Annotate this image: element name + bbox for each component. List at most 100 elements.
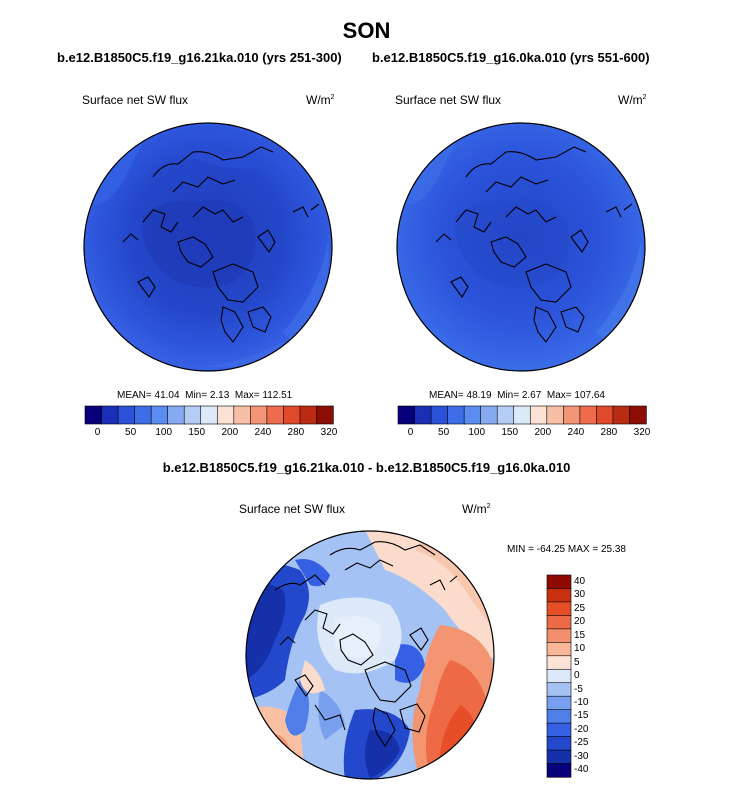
panel-diff-colorbar-box bbox=[546, 628, 572, 643]
panel-0ka-colorbar-box bbox=[414, 405, 432, 425]
panel-21ka-stats: MEAN= 41.04 Min= 2.13 Max= 112.51 bbox=[117, 390, 293, 401]
panel-diff-boundary bbox=[245, 530, 495, 780]
panel-0ka-colorbar-box bbox=[612, 405, 631, 425]
panel-21ka-colorbar-box bbox=[183, 405, 202, 425]
panel-diff-colorbar-box bbox=[546, 682, 572, 697]
panel-21ka-colorbar-tick: 50 bbox=[125, 427, 137, 438]
panel-0ka-map bbox=[396, 122, 646, 372]
panel-21ka-min: 2.13 bbox=[209, 390, 230, 401]
panel-21ka-colorbar-box bbox=[150, 405, 169, 425]
panel-0ka-colorbar-ticks: 0 50 100 150 200 240 280 320 bbox=[398, 427, 651, 441]
panel-0ka-colorbar-box bbox=[447, 405, 465, 425]
panel-0ka-colorbar-box bbox=[496, 405, 515, 425]
panel-0ka-colorbar-tick: 150 bbox=[501, 427, 519, 438]
panel-diff-colorbar-box bbox=[546, 655, 572, 670]
panel-21ka-colorbar-tick: 280 bbox=[287, 427, 305, 438]
panel-0ka-colorbar-box bbox=[596, 405, 614, 425]
panel-0ka-coastlines bbox=[435, 146, 633, 343]
panel-21ka-units: W/m2 bbox=[306, 93, 335, 107]
panel-21ka-colorbar-box bbox=[299, 405, 318, 425]
panel-diff-colorbar-box bbox=[546, 749, 572, 765]
panel-21ka-boundary bbox=[83, 122, 333, 372]
panel-diff-colorbar-box bbox=[546, 736, 572, 751]
panel-diff-colorbar-box bbox=[546, 642, 572, 657]
panel-diff-max: 25.38 bbox=[600, 544, 626, 555]
panel-diff-colorbar-tick: 5 bbox=[574, 656, 580, 668]
panel-diff-colorbar-tick: 20 bbox=[574, 616, 586, 628]
panel-0ka-stats: MEAN= 48.19 Min= 2.67 Max= 107.64 bbox=[429, 390, 605, 401]
panel-21ka-colorbar-tick: 200 bbox=[221, 427, 239, 438]
panel-21ka-colorbar-box bbox=[316, 405, 334, 425]
panel-diff-colorbar-tick: 10 bbox=[574, 643, 586, 655]
panel-21ka-colorbar bbox=[84, 405, 334, 425]
panel-21ka-colorbar-ticks: 0 50 100 150 200 240 280 320 bbox=[85, 427, 338, 441]
panel-21ka-colorbar-tick: 0 bbox=[94, 427, 101, 438]
panel-21ka-variable: Surface net SW flux bbox=[82, 93, 189, 107]
panel-diff-colorbar-tick: -10 bbox=[574, 696, 589, 708]
panel-0ka-colorbar-tick: 280 bbox=[600, 427, 618, 438]
panel-diff-colorbar-box bbox=[546, 601, 572, 617]
panel-0ka-colorbar-tick: 240 bbox=[567, 427, 585, 438]
panel-0ka-colorbar-box bbox=[513, 405, 531, 425]
panel-0ka-colorbar-box bbox=[629, 405, 647, 425]
panel-21ka-colorbar-box bbox=[101, 405, 119, 425]
panel-0ka-colorbar-box bbox=[563, 405, 581, 425]
panel-diff-colorbar-tick: 15 bbox=[574, 629, 586, 641]
panel-0ka-variable: Surface net SW flux bbox=[395, 93, 502, 107]
panel-0ka-max: 107.64 bbox=[574, 390, 605, 401]
panel-diff-colorbar-tick: -20 bbox=[574, 723, 589, 735]
panel-0ka-colorbar-tick: 100 bbox=[468, 427, 486, 438]
panel-0ka-colorbar-tick: 200 bbox=[534, 427, 552, 438]
panel-diff-colorbar-box bbox=[546, 668, 572, 684]
panel-21ka-colorbar-box bbox=[167, 405, 185, 425]
panel-diff-map bbox=[245, 530, 495, 780]
panel-diff-variable: Surface net SW flux bbox=[239, 502, 346, 516]
panel-0ka-colorbar-box bbox=[397, 405, 416, 425]
panel-0ka-colorbar bbox=[397, 405, 647, 425]
panel-0ka-colorbar-box bbox=[546, 405, 565, 425]
panel-21ka-colorbar-tick: 320 bbox=[320, 427, 338, 438]
case-b-title: b.e12.B1850C5.f19_g16.0ka.010 (yrs 551-6… bbox=[372, 50, 650, 65]
panel-diff-units: W/m2 bbox=[462, 502, 491, 516]
panel-diff-colorbar-box bbox=[546, 722, 572, 738]
figure-season-title: SON bbox=[342, 18, 391, 43]
panel-0ka-colorbar-box bbox=[430, 405, 449, 425]
panel-21ka-colorbar-tick: 240 bbox=[254, 427, 272, 438]
panel-diff-colorbar-tick: -40 bbox=[574, 764, 589, 776]
panel-0ka-min: 2.67 bbox=[521, 390, 542, 401]
panel-diff-colorbar-tick: -25 bbox=[574, 737, 589, 749]
panel-21ka-colorbar-box bbox=[283, 405, 301, 425]
panel-diff-colorbar-tick: 40 bbox=[574, 575, 586, 587]
panel-diff-colorbar-tick: 0 bbox=[574, 670, 580, 681]
panel-21ka-colorbar-box bbox=[134, 405, 152, 425]
panel-21ka-mean: 41.04 bbox=[154, 390, 180, 401]
panel-21ka-colorbar-box bbox=[250, 405, 268, 425]
panel-0ka-colorbar-tick: 0 bbox=[407, 427, 414, 438]
panel-21ka-colorbar-tick: 100 bbox=[155, 427, 173, 438]
panel-diff-colorbar-box bbox=[546, 763, 572, 778]
panel-diff-min: -64.25 bbox=[536, 544, 566, 555]
panel-21ka-colorbar-box bbox=[233, 405, 252, 425]
panel-diff-colorbar-box bbox=[546, 695, 572, 711]
panel-21ka-map bbox=[83, 122, 333, 372]
panel-diff-colorbar-box bbox=[546, 588, 572, 603]
panel-0ka-colorbar-tick: 50 bbox=[438, 427, 450, 438]
panel-diff-coastlines bbox=[274, 541, 458, 748]
panel-21ka-max: 112.51 bbox=[262, 390, 293, 401]
panel-21ka-colorbar-box bbox=[84, 405, 103, 425]
panel-diff-colorbar-tick: 25 bbox=[574, 602, 586, 614]
panel-21ka-colorbar-box bbox=[266, 405, 285, 425]
panel-diff-colorbar bbox=[546, 574, 572, 778]
panel-0ka-colorbar-box bbox=[529, 405, 548, 425]
panel-21ka-colorbar-box bbox=[117, 405, 136, 425]
panel-0ka-colorbar-box bbox=[480, 405, 498, 425]
panel-0ka-boundary bbox=[396, 122, 646, 372]
panel-diff-colorbar-box bbox=[546, 709, 572, 724]
panel-0ka-colorbar-tick: 320 bbox=[633, 427, 651, 438]
panel-0ka-colorbar-box bbox=[463, 405, 482, 425]
panel-diff-colorbar-box bbox=[546, 615, 572, 630]
panel-diff-colorbar-tick: 30 bbox=[574, 589, 586, 601]
panel-diff-colorbar-tick: -5 bbox=[574, 683, 583, 695]
panel-21ka-coastlines bbox=[122, 146, 320, 343]
panel-0ka-mean: 48.19 bbox=[466, 390, 492, 401]
